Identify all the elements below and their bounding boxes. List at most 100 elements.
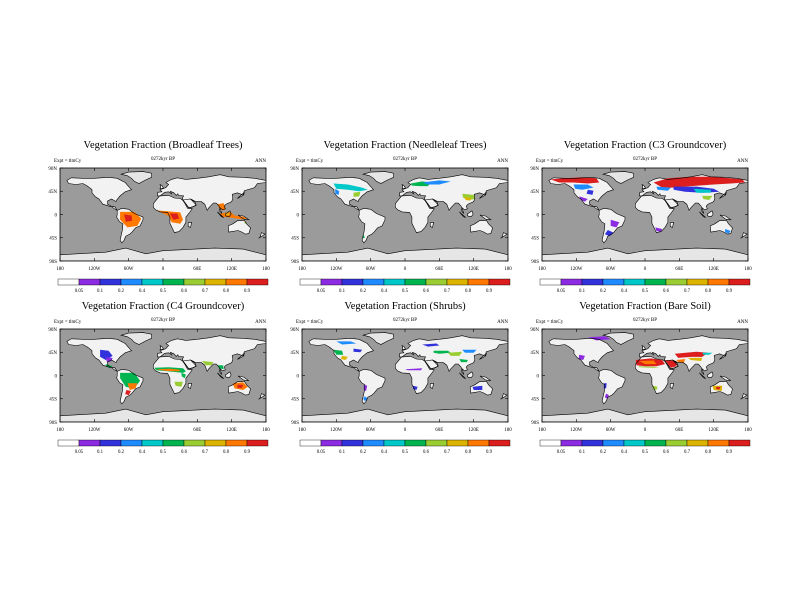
coastline-britain	[641, 344, 647, 351]
colorbar-tick-label: 0.8	[223, 289, 230, 294]
coastline-australia	[469, 380, 493, 396]
colorbar: 0.05 0.1 0.2 0.4 0.5 0.6 0.7 0.8 0.9	[539, 439, 751, 455]
coastline-arabia	[664, 359, 679, 370]
colorbar-tick-label: 0.2	[118, 289, 125, 294]
vegetation-region	[353, 348, 363, 353]
lon-tick-label: 180	[298, 428, 306, 433]
coastline-sumatra	[217, 372, 224, 379]
colorbar-tick-label: 0.4	[139, 289, 146, 294]
lat-tick-label: 0	[297, 213, 300, 218]
lon-tick-label: 60E	[435, 428, 443, 433]
panel-4: Vegetation Fraction (C4 Groundcover) Expt…	[48, 301, 270, 455]
lat-tick-label: 90S	[49, 421, 57, 426]
colorbar-swatch	[162, 439, 185, 447]
colorbar-tick-label: 0.8	[705, 450, 712, 455]
lon-tick-label: 120W	[570, 267, 583, 272]
lon-tick-label: 0	[162, 428, 165, 433]
vegetation-region	[464, 196, 472, 201]
coastline-eurasia	[156, 174, 266, 214]
colorbar-swatch	[686, 278, 709, 286]
expt-label: Expt = tlmCy	[536, 159, 564, 164]
colorbar-swatch	[707, 278, 730, 286]
vegetation-region	[174, 381, 183, 387]
coastline-australia	[227, 219, 251, 235]
lat-tick-label: 90N	[290, 167, 299, 172]
lon-tick-label: 120E	[468, 267, 479, 272]
vegetation-region	[353, 191, 361, 197]
coastline-northAmerica	[66, 337, 133, 372]
expt-label: Expt = tlmCy	[296, 320, 324, 325]
lon-tick-label: 60E	[675, 267, 683, 272]
colorbar-swatch	[162, 278, 185, 286]
colorbar-swatch	[57, 439, 80, 447]
lon-tick-label: 60W	[124, 428, 134, 433]
colorbar-swatch	[362, 278, 385, 286]
coastline-britain	[641, 183, 647, 190]
colorbar-tick-label: 0.1	[579, 450, 586, 455]
colorbar-tick-label: 0.8	[223, 450, 230, 455]
colorbar-tick-label: 0.2	[600, 289, 607, 294]
colorbar-swatch	[686, 439, 709, 447]
coastline-japan	[719, 191, 727, 199]
vegetation-region	[447, 351, 463, 356]
colorbar-tick-label: 0.9	[486, 450, 493, 455]
colorbar-tick-label: 0.5	[402, 289, 409, 294]
coastline-eurasia	[156, 335, 266, 375]
coastline-madagascar	[187, 382, 192, 389]
colorbar-swatch	[78, 278, 101, 286]
lat-tick-label: 0	[55, 374, 58, 379]
colorbar-swatch	[602, 278, 625, 286]
colorbar-swatch	[644, 278, 667, 286]
colorbar-swatch	[665, 278, 688, 286]
vegetation-region	[462, 349, 477, 353]
lon-tick-label: 120E	[468, 428, 479, 433]
lat-tick-label: 90N	[48, 328, 57, 333]
land-eurasia	[157, 174, 266, 214]
colorbar-swatch	[383, 278, 406, 286]
colorbar-tick-label: 0.5	[642, 450, 649, 455]
lat-tick-label: 90N	[48, 167, 57, 172]
lon-tick-label: 120E	[708, 267, 719, 272]
colorbar-tick-label: 0.5	[402, 450, 409, 455]
land-newGuinea	[238, 376, 249, 381]
coastline-eurasia	[638, 335, 748, 375]
lon-tick-label: 60W	[124, 267, 134, 272]
coastline-northAmerica	[548, 176, 615, 211]
colorbar-swatch	[204, 278, 227, 286]
time-label: 0272kyr BP	[633, 318, 657, 323]
coastline-newGuinea	[719, 375, 731, 381]
lon-tick-label: 180	[262, 267, 270, 272]
vegetation-region	[676, 359, 686, 363]
coastline-antarctica	[60, 247, 266, 261]
coastline-eurasia	[398, 335, 508, 375]
coastline-newZealand	[258, 232, 266, 239]
coastline-australia	[227, 380, 251, 396]
coastline-borneo	[225, 371, 232, 378]
lon-tick-label: 60E	[193, 428, 201, 433]
season-label: ANN	[497, 320, 508, 325]
lat-tick-label: 90S	[291, 260, 299, 265]
coastline-antarctica	[542, 247, 748, 261]
land-newGuinea	[720, 215, 731, 220]
colorbar-tick-label: 0.05	[557, 450, 566, 455]
vegetation-region	[604, 393, 609, 399]
land-northAmerica	[66, 177, 132, 211]
vegetation-region	[422, 343, 440, 347]
time-label: 0272kyr BP	[393, 157, 417, 162]
vegetation-region	[169, 213, 179, 220]
panel-title: Vegetation Fraction (Bare Soil)	[579, 301, 711, 312]
coastline-japan	[237, 191, 245, 199]
colorbar-tick-label: 0.6	[663, 450, 670, 455]
vegetation-region	[340, 355, 348, 360]
lat-tick-label: 0	[297, 374, 300, 379]
lat-tick-label: 90S	[531, 421, 539, 426]
lat-tick-label: 45S	[531, 237, 539, 242]
coastline-newGuinea	[479, 214, 492, 221]
colorbar-swatch	[183, 439, 206, 447]
expt-label: Expt = tlmCy	[54, 159, 82, 164]
vegetation-region	[604, 230, 614, 237]
colorbar-swatch	[404, 439, 427, 447]
vegetation-region	[336, 341, 357, 345]
lon-tick-label: 0	[644, 428, 647, 433]
colorbar-tick-label: 0.2	[360, 289, 367, 294]
